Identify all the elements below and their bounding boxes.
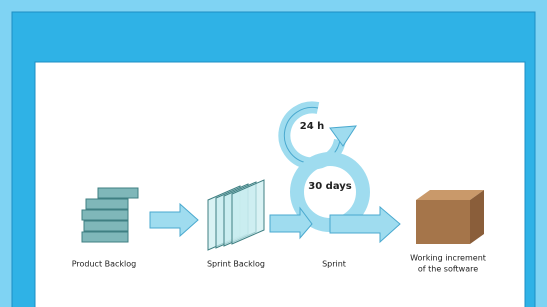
page: 24 h 30 days Product Backlog Sprint Back…	[0, 0, 547, 307]
box-front	[416, 200, 470, 244]
diagram: 24 h 30 days Product Backlog Sprint Back…	[0, 0, 547, 307]
cycle-label: 24 h	[300, 121, 325, 132]
node-label: Sprint	[322, 260, 346, 269]
node-label: Sprint Backlog	[207, 260, 265, 269]
node-label: Product Backlog	[72, 260, 137, 269]
node-label: Working increment	[410, 254, 486, 263]
cycle-label: 30 days	[308, 181, 352, 192]
node-label: of the software	[418, 265, 478, 274]
